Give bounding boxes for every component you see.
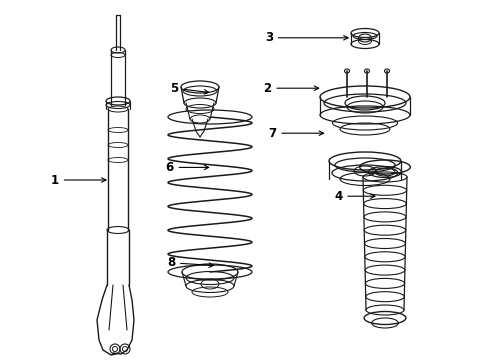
Text: 5: 5 <box>170 82 208 95</box>
Text: 6: 6 <box>165 161 208 174</box>
Text: 1: 1 <box>50 174 106 186</box>
Text: 7: 7 <box>267 127 323 140</box>
Text: 4: 4 <box>333 190 374 203</box>
Text: 2: 2 <box>263 82 318 95</box>
Text: 3: 3 <box>264 31 347 44</box>
Text: 8: 8 <box>166 256 213 269</box>
